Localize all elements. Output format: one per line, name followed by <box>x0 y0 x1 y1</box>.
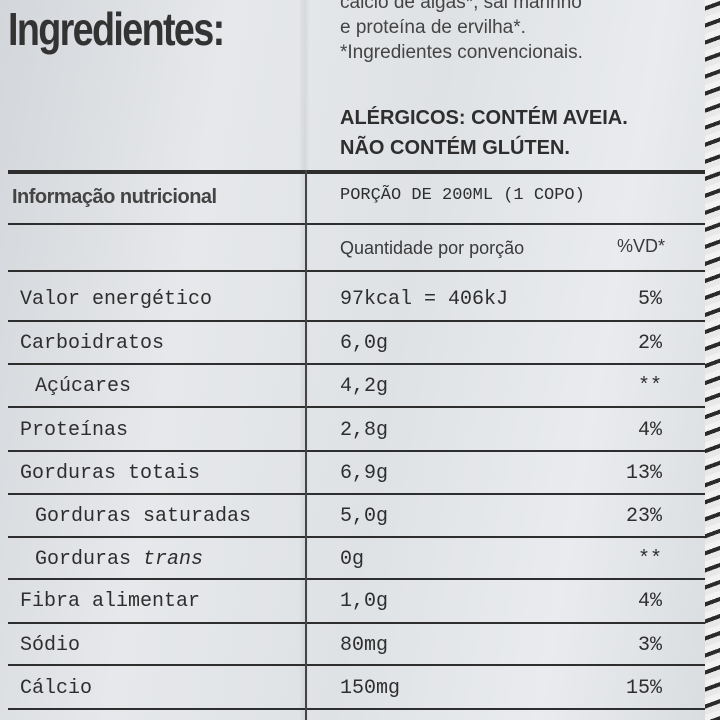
table-rule <box>8 320 705 322</box>
nutrient-name: Gorduras totais <box>20 462 201 485</box>
nutrient-name: Valor energético <box>20 288 213 311</box>
background-edge <box>705 0 720 720</box>
nutrient-amount: 1,0g <box>340 590 389 613</box>
nutrient-vd: 4% <box>637 590 662 613</box>
nutrient-vd: ** <box>637 375 662 398</box>
table-rule <box>8 363 705 365</box>
nutrient-amount: 0g <box>340 548 365 571</box>
table-rule <box>8 708 705 710</box>
nutrient-name: Açúcares <box>35 375 132 398</box>
table-rule <box>8 270 705 272</box>
nutrient-amount: 4,2g <box>340 375 389 398</box>
nutrient-vd: 4% <box>637 419 662 442</box>
table-rule <box>8 223 705 225</box>
nutrient-vd: 15% <box>625 677 662 700</box>
nutrient-amount: 80mg <box>340 634 389 657</box>
table-rule <box>8 622 705 624</box>
nutrient-vd: ** <box>637 548 662 571</box>
nutrient-vd: 23% <box>625 505 662 528</box>
portion-label: PORÇÃO DE 200ML (1 COPO) <box>340 186 585 205</box>
nutrition-title: Informação nutricional <box>12 186 217 208</box>
nutrient-vd: 2% <box>637 332 662 355</box>
nutrient-amount: 5,0g <box>340 505 389 528</box>
table-rule <box>8 406 705 408</box>
ingredients-line: cálcio de algas*, sal marinho <box>340 0 582 13</box>
nutrient-name: Proteínas <box>20 419 129 442</box>
nutrient-name: Gorduras <box>35 548 132 571</box>
quantity-column-header: Quantidade por porção <box>340 238 525 258</box>
nutrient-vd: 3% <box>637 634 662 657</box>
table-rule <box>8 450 705 452</box>
nutrient-amount: 2,8g <box>340 419 389 442</box>
allergen-statement: ALÉRGICOS: CONTÉM AVEIA. NÃO CONTÉM GLÚTE… <box>340 103 628 163</box>
vd-column-header: %VD* <box>616 236 665 256</box>
carton-panel <box>0 0 705 720</box>
column-divider <box>305 170 307 720</box>
ingredients-heading: Ingredientes: <box>8 3 225 55</box>
ingredients-line: e proteína de ervilha*. <box>340 17 526 38</box>
nutrient-name: Sódio <box>20 634 81 657</box>
nutrient-name-trans: Gorduras trans <box>35 548 203 571</box>
table-rule <box>8 578 705 580</box>
allergen-line: NÃO CONTÉM GLÚTEN. <box>340 137 570 159</box>
nutrient-name: Cálcio <box>20 677 93 700</box>
table-rule <box>8 493 705 495</box>
table-rule <box>8 536 705 538</box>
nutrient-name-italic: trans <box>143 548 204 571</box>
table-rule <box>8 664 705 666</box>
nutrient-amount: 150mg <box>340 677 401 700</box>
nutrient-name: Carboidratos <box>20 332 165 355</box>
nutrient-vd: 5% <box>637 288 662 311</box>
nutrient-name: Fibra alimentar <box>20 590 201 613</box>
nutrient-name: Gorduras saturadas <box>35 505 252 528</box>
nutrient-amount: 97kcal = 406kJ <box>340 288 509 311</box>
table-top-rule <box>8 170 705 174</box>
allergen-line: ALÉRGICOS: CONTÉM AVEIA. <box>340 107 628 129</box>
nutrient-vd: 13% <box>625 462 662 485</box>
nutrient-amount: 6,9g <box>340 462 389 485</box>
ingredients-text: cálcio de algas*, sal marinho e proteína … <box>340 0 583 65</box>
nutrient-amount: 6,0g <box>340 332 389 355</box>
ingredients-line: *Ingredientes convencionais. <box>340 42 583 63</box>
